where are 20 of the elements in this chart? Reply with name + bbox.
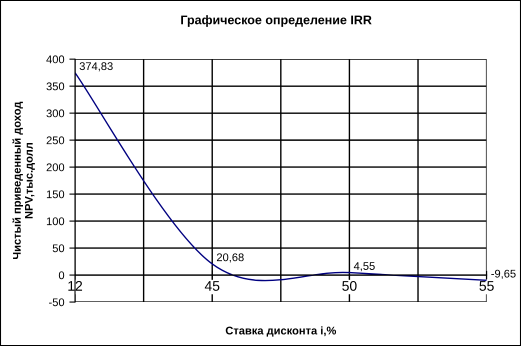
text: -9,65 — [491, 270, 516, 279]
y-tick-label: 0 — [58, 271, 64, 280]
y-axis-title: Чистый приведенный доход NPV,тыс.долл — [12, 102, 35, 260]
y-tick-label: 300 — [46, 109, 64, 118]
x-axis-title: Ставка дисконта i,% — [226, 326, 336, 337]
x-tick-label: 50 — [342, 280, 357, 291]
y-tick-label: 400 — [46, 55, 64, 64]
text: 374,83 — [80, 62, 113, 72]
chart-title: Графическое определение IRR — [181, 15, 372, 27]
x-tick-label: 55 — [479, 281, 494, 291]
y-tick-label: 250 — [46, 136, 64, 144]
y-tick-label: 350 — [46, 82, 64, 90]
x-tick-label: 45 — [204, 281, 220, 291]
text: 20,68 — [216, 253, 244, 263]
y-tick-label: 150 — [46, 190, 64, 198]
y-tick-label: 200 — [46, 163, 64, 172]
y-tick-label: 100 — [46, 217, 64, 226]
y-tick-label: -50 — [49, 298, 64, 306]
y-tick-label: 50 — [52, 244, 64, 252]
text: 4,55 — [354, 262, 375, 272]
